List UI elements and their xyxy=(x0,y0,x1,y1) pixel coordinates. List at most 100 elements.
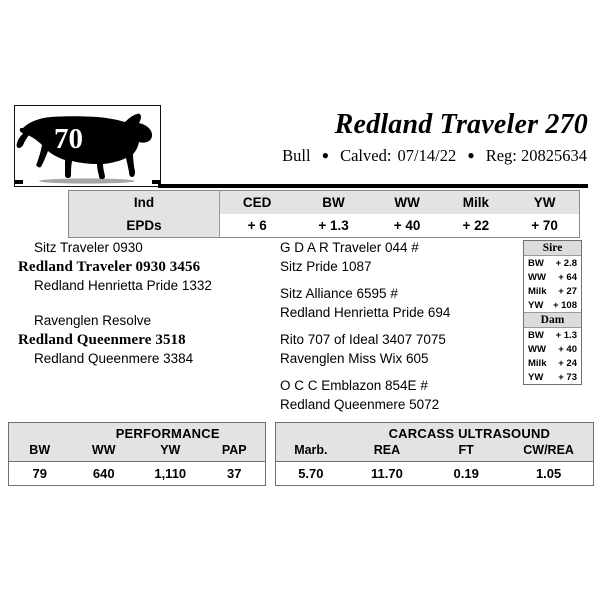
dam-great-4: Redland Queenmere 5072 xyxy=(280,397,440,412)
performance-header-row: WW YW PAP xyxy=(9,442,265,462)
calved-date: 07/14/22 xyxy=(397,146,457,165)
dam-epd-value-yw: + 73 xyxy=(558,371,577,383)
epd-value-bw: + 1.3 xyxy=(294,214,373,237)
performance-col-ww: WW xyxy=(70,442,137,462)
sire-epd-value-milk: + 27 xyxy=(558,285,577,297)
carcass-col-ft: FT xyxy=(428,442,505,462)
carcass-ultrasound-table: Marb. CARCASS ULTRASOUND REA FT CW/REA 5… xyxy=(275,422,594,486)
performance-col-bw: BW xyxy=(9,423,71,462)
epd-table: Ind CED BW WW Milk YW EPDs + 6 + 1.3 + 4… xyxy=(68,190,580,238)
sire-epd-key-bw: BW xyxy=(528,257,544,269)
dam-epd-row-yw: YW + 73 xyxy=(524,370,581,384)
epd-value-milk: + 22 xyxy=(441,214,511,237)
carcass-value-cwrea: 1.05 xyxy=(504,461,593,485)
lot-number-logo xyxy=(14,105,161,187)
carcass-value-ft: 0.19 xyxy=(428,461,505,485)
sire-epd-value-yw: + 108 xyxy=(552,299,577,311)
performance-value-ww: 640 xyxy=(70,461,137,485)
dam-grandsire: Ravenglen Resolve xyxy=(34,313,152,328)
pedigree-spacer-4 xyxy=(280,370,512,378)
epd-col-ww: WW xyxy=(372,191,442,214)
carcass-col-cwrea: CW/REA xyxy=(504,442,593,462)
dam-epd-row-milk: Milk + 24 xyxy=(524,356,581,370)
sire-epd-row-ww: WW + 64 xyxy=(524,270,581,284)
sire-epd-value-ww: + 64 xyxy=(558,271,577,283)
bull-silhouette-icon xyxy=(15,113,160,184)
carcass-value-rea: 11.70 xyxy=(345,461,429,485)
lot-subtitle: Bull ● Calved: 07/14/22 ● Reg: 20825634 xyxy=(170,144,588,167)
carcass-value-row: 5.70 11.70 0.19 1.05 xyxy=(276,461,593,485)
sire-epd-row-bw: BW + 2.8 xyxy=(524,256,581,270)
carcass-header-row: REA FT CW/REA xyxy=(276,442,593,462)
sire-epd-key-ww: WW xyxy=(528,271,546,283)
performance-value-bw: 79 xyxy=(9,461,71,485)
performance-value-yw: 1,110 xyxy=(136,461,204,485)
pedigree-spacer xyxy=(18,297,280,313)
epd-value-row: EPDs + 6 + 1.3 + 40 + 22 + 70 xyxy=(69,214,579,237)
carcass-title-row: Marb. CARCASS ULTRASOUND xyxy=(276,423,593,462)
dam-epd-value-milk: + 24 xyxy=(558,357,577,369)
dam-epd-key-milk: Milk xyxy=(528,357,547,369)
dam-epd-row-bw: BW + 1.3 xyxy=(524,328,581,342)
sire-great-2: Sitz Pride 1087 xyxy=(280,259,372,274)
sire-grandsire: Sitz Traveler 0930 xyxy=(34,240,143,255)
sire-great-3: Sitz Alliance 6595 # xyxy=(280,286,398,301)
performance-col-pap: PAP xyxy=(203,442,265,462)
performance-value-pap: 37 xyxy=(203,461,265,485)
dam-name: Redland Queenmere 3518 xyxy=(18,332,186,348)
epd-value-ced: + 6 xyxy=(219,214,295,237)
performance-table: BW PERFORMANCE WW YW PAP 79 640 1,110 37 xyxy=(8,422,266,486)
sire-great-4: Redland Henrietta Pride 694 xyxy=(280,305,451,320)
sire-epd-key-yw: YW xyxy=(528,299,544,311)
pedigree-spacer-3 xyxy=(280,324,512,332)
dam-epd-key-ww: WW xyxy=(528,343,546,355)
sire-section-header: Sire xyxy=(524,241,581,256)
dam-epd-key-yw: YW xyxy=(528,371,544,383)
epd-value-yw: + 70 xyxy=(510,214,579,237)
pedigree-spacer-2 xyxy=(280,278,512,286)
pedigree-grandparents-column: G D A R Traveler 044 # Sitz Pride 1087 S… xyxy=(280,240,512,416)
pedigree-parents-column: Sitz Traveler 0930 Redland Traveler 0930… xyxy=(18,240,280,370)
page-title: Redland Traveler 270 xyxy=(334,109,588,140)
registration-number: Reg: 20825634 xyxy=(485,146,587,165)
epd-col-milk: Milk xyxy=(441,191,511,214)
carcass-col-marb: Marb. xyxy=(276,423,346,462)
sire-epd-row-yw: YW + 108 xyxy=(524,298,581,312)
dam-section-header: Dam xyxy=(524,312,581,328)
lot-number: 70 xyxy=(54,123,83,155)
carcass-col-rea: REA xyxy=(345,442,429,462)
epd-col-yw: YW xyxy=(510,191,579,214)
dam-epd-value-ww: + 40 xyxy=(558,343,577,355)
epd-value-ww: + 40 xyxy=(372,214,442,237)
epd-col-bw: BW xyxy=(294,191,373,214)
dam-epd-value-bw: + 1.3 xyxy=(555,329,577,341)
lot-sex: Bull xyxy=(282,146,311,165)
dam-great-1: Rito 707 of Ideal 3407 7075 xyxy=(280,332,446,347)
bullet-separator-1: ● xyxy=(321,148,329,162)
sire-name: Redland Traveler 0930 3456 xyxy=(18,259,201,275)
dam-great-2: Ravenglen Miss Wix 605 xyxy=(280,351,429,366)
epd-index-label: Ind xyxy=(69,191,220,214)
performance-value-row: 79 640 1,110 37 xyxy=(9,461,265,485)
sire-epd-row-milk: Milk + 27 xyxy=(524,284,581,298)
lot-header: Redland Traveler 270 Bull ● Calved: 07/1… xyxy=(170,108,588,167)
sire-epd-value-bw: + 2.8 xyxy=(555,257,577,269)
header-divider-rule xyxy=(158,184,588,188)
sire-great-1: G D A R Traveler 044 # xyxy=(280,240,419,255)
epd-row-label: EPDs xyxy=(69,214,220,237)
sire-epd-key-milk: Milk xyxy=(528,285,547,297)
dam-epd-key-bw: BW xyxy=(528,329,544,341)
dam-great-3: O C C Emblazon 854E # xyxy=(280,378,428,393)
sire-granddam: Redland Henrietta Pride 1332 xyxy=(34,278,212,293)
performance-col-yw: YW xyxy=(136,442,204,462)
pedigree: Sitz Traveler 0930 Redland Traveler 0930… xyxy=(0,240,600,415)
performance-title-row: BW PERFORMANCE xyxy=(9,423,265,462)
dam-granddam: Redland Queenmere 3384 xyxy=(34,351,194,366)
carcass-value-marb: 5.70 xyxy=(276,461,346,485)
epd-col-ced: CED xyxy=(219,191,295,214)
sire-dam-epd-box: Sire BW + 2.8 WW + 64 Milk + 27 YW + 108… xyxy=(523,240,582,385)
dam-epd-row-ww: WW + 40 xyxy=(524,342,581,356)
carcass-title: CARCASS ULTRASOUND xyxy=(345,423,593,442)
epd-header-row: Ind CED BW WW Milk YW xyxy=(69,191,579,214)
